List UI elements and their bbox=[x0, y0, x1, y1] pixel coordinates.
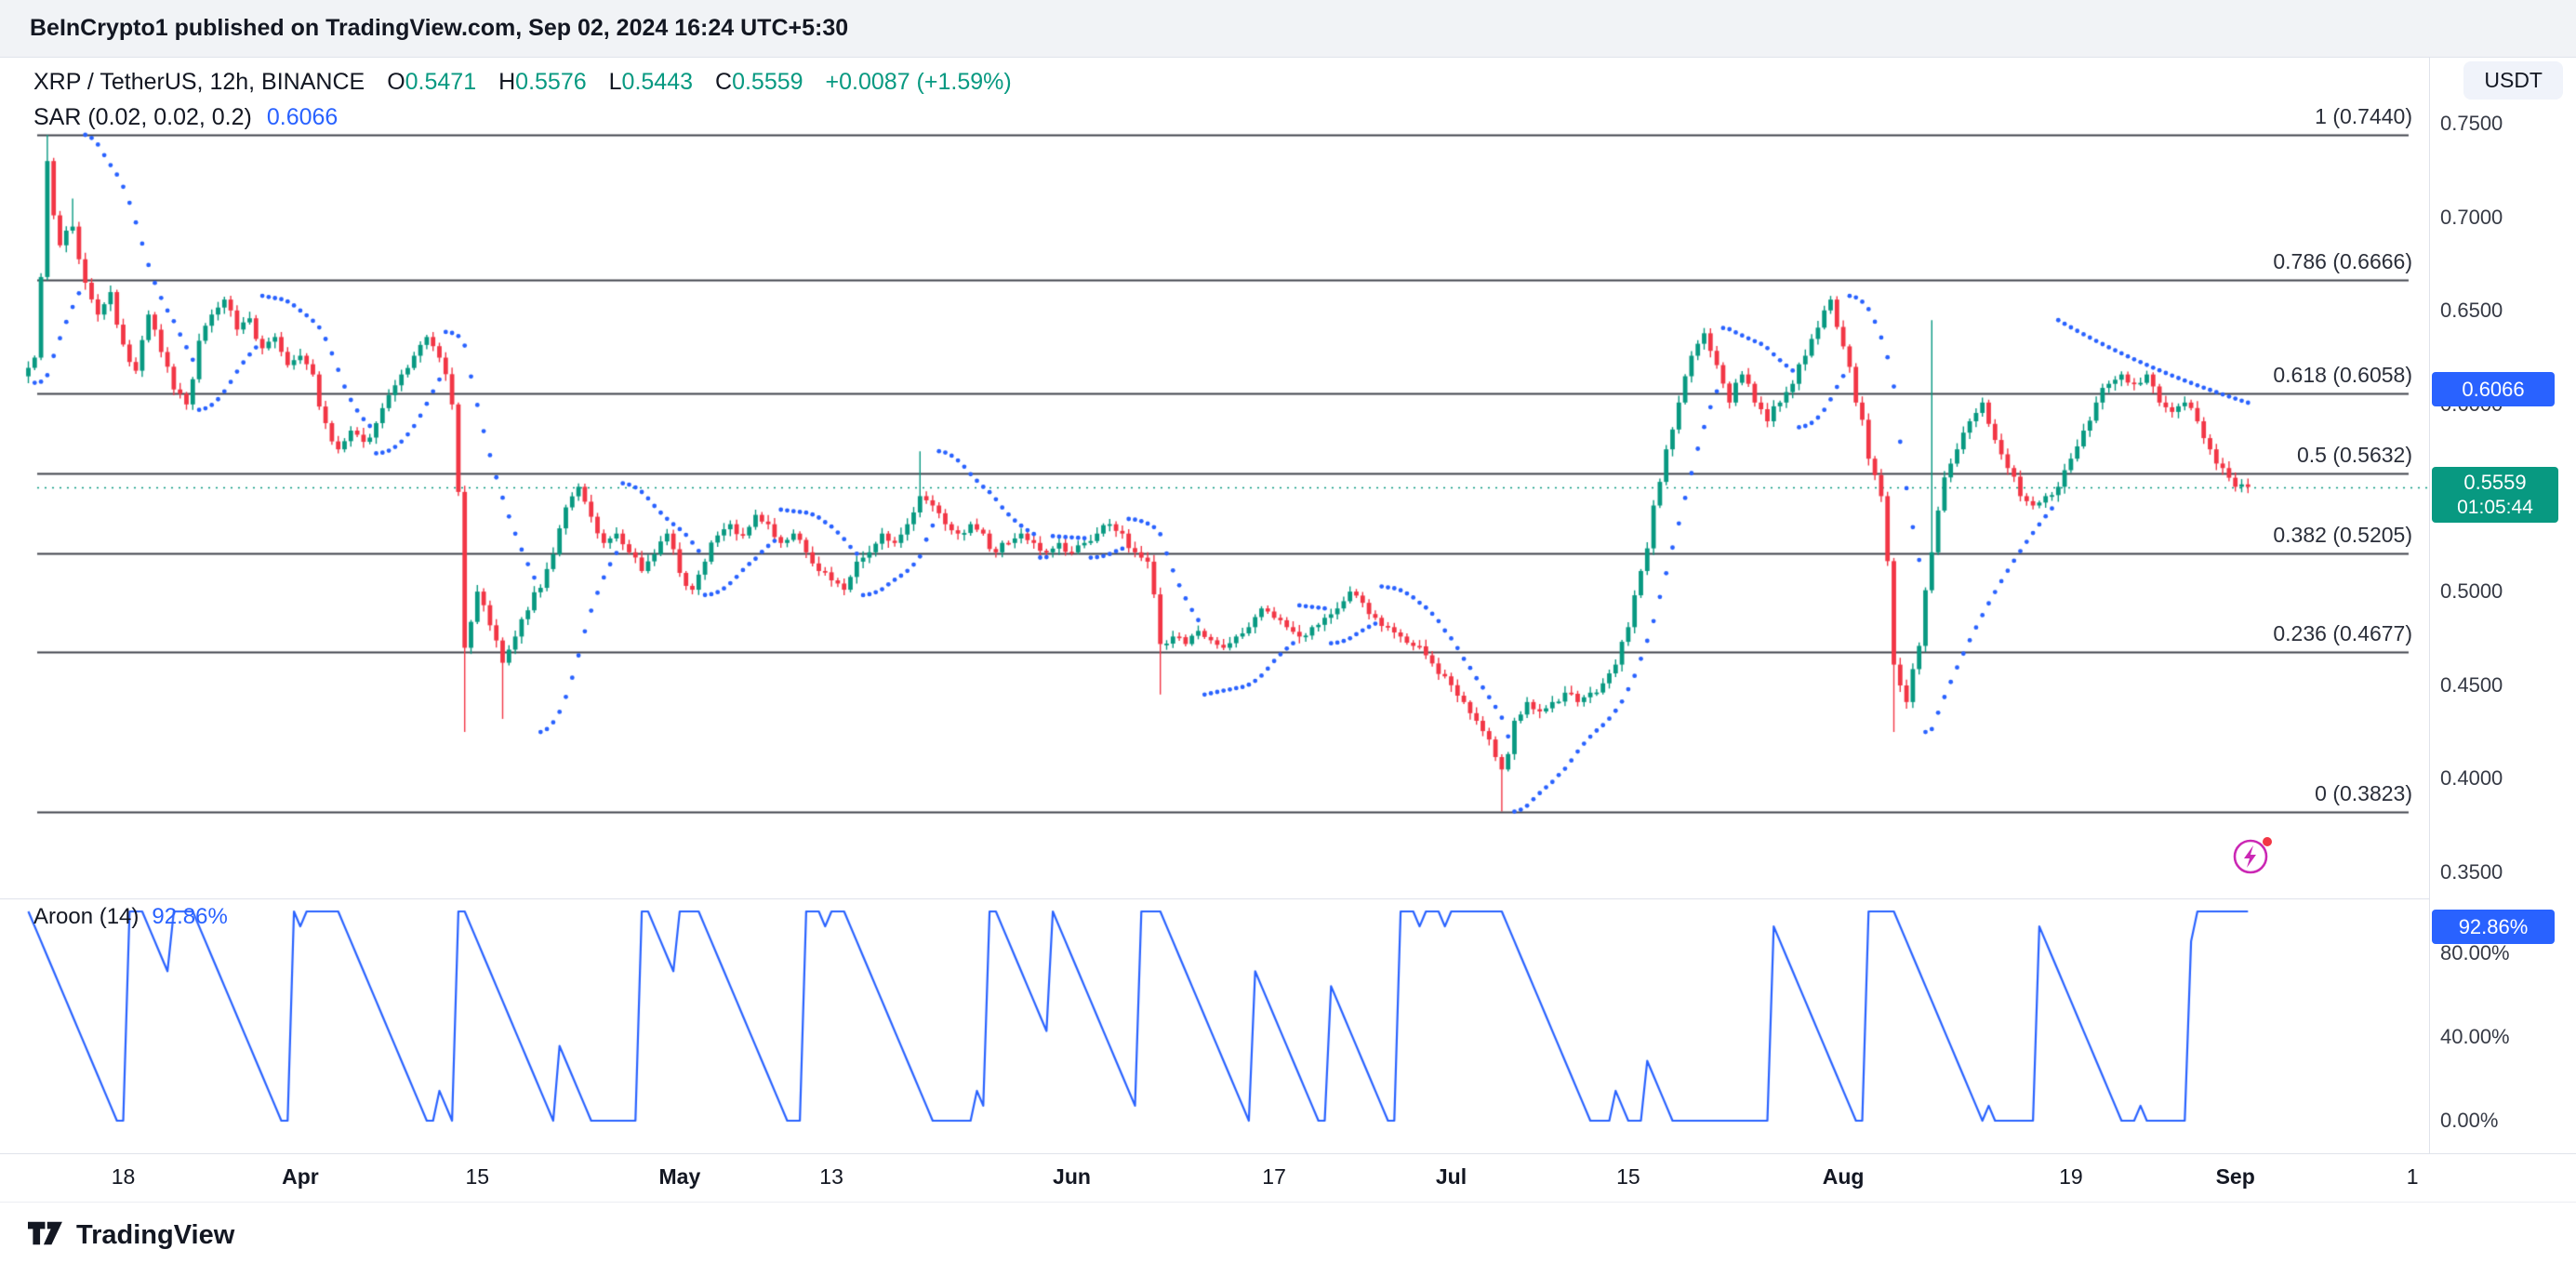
time-axis-label: Aug bbox=[1822, 1164, 1865, 1189]
aroon-label: Aroon (14) bbox=[33, 904, 139, 929]
time-axis-label: 17 bbox=[1262, 1164, 1286, 1189]
sar-value: 0.6066 bbox=[266, 104, 339, 130]
fib-level-label: 0.5 (0.5632) bbox=[2296, 442, 2412, 467]
sar-price-badge: 0.6066 bbox=[2432, 372, 2555, 406]
time-axis-label: 15 bbox=[465, 1164, 490, 1189]
ohlc-low: L0.5443 bbox=[608, 69, 694, 95]
candle-countdown: 01:05:44 bbox=[2457, 497, 2533, 518]
top-bar: BeInCrypto1 published on TradingView.com… bbox=[0, 0, 2576, 58]
published-byline: BeInCrypto1 published on TradingView.com… bbox=[30, 15, 849, 41]
fib-level-label: 0.786 (0.6666) bbox=[2273, 248, 2412, 273]
price-tick-label: 0.6500 bbox=[2440, 299, 2503, 323]
price-tick-label: 0.5000 bbox=[2440, 579, 2503, 604]
tradingview-wordmark[interactable]: TradingView bbox=[76, 1219, 235, 1250]
symbol-title: XRP / TetherUS, 12h, BINANCE bbox=[33, 69, 365, 95]
time-axis-label: Apr bbox=[282, 1164, 319, 1189]
aroon-value: 92.86% bbox=[152, 904, 228, 929]
last-price: 0.5559 bbox=[2463, 471, 2527, 494]
pane-separator[interactable] bbox=[0, 898, 2429, 899]
price-tick-label: 0.4000 bbox=[2440, 766, 2503, 791]
ohlc-high: H0.5576 bbox=[498, 69, 587, 95]
price-tick-label: 0.4500 bbox=[2440, 672, 2503, 697]
fib-level-label: 0.382 (0.5205) bbox=[2273, 522, 2412, 547]
price-change: +0.0087 (+1.59%) bbox=[825, 69, 1012, 95]
symbol-legend: XRP / TetherUS, 12h, BINANCE O0.5471 H0.… bbox=[33, 69, 1012, 96]
footer-border bbox=[0, 1202, 2576, 1203]
sar-legend: SAR (0.02, 0.02, 0.2) 0.6066 bbox=[33, 104, 338, 131]
time-axis-label: Jul bbox=[1435, 1164, 1467, 1189]
time-axis-label: 15 bbox=[1616, 1164, 1640, 1189]
time-axis-border bbox=[0, 1153, 2576, 1154]
fib-level-label: 1 (0.7440) bbox=[2315, 104, 2412, 128]
fib-level-label: 0.236 (0.4677) bbox=[2273, 621, 2412, 646]
publish-flash-icon[interactable] bbox=[2230, 833, 2278, 878]
time-axis-label: 18 bbox=[111, 1164, 136, 1189]
price-tick-label: 0.7000 bbox=[2440, 205, 2503, 229]
footer: TradingView bbox=[28, 1211, 234, 1259]
aroon-legend: Aroon (14) 92.86% bbox=[33, 904, 228, 930]
aroon-tick-label: 0.00% bbox=[2440, 1109, 2499, 1132]
fib-level-label: 0.618 (0.6058) bbox=[2273, 363, 2412, 388]
fib-level-label: 0 (0.3823) bbox=[2315, 781, 2412, 805]
price-tick-label: 0.7500 bbox=[2440, 111, 2503, 135]
last-price-badge: 0.5559 01:05:44 bbox=[2432, 467, 2558, 523]
price-axis-border bbox=[2429, 58, 2430, 1153]
ohlc-open: O0.5471 bbox=[387, 69, 477, 95]
sar-label: SAR (0.02, 0.02, 0.2) bbox=[33, 104, 252, 130]
time-axis-label: 1 bbox=[2406, 1164, 2419, 1189]
aroon-value-badge: 92.86% bbox=[2432, 910, 2555, 944]
time-axis-label: Jun bbox=[1053, 1164, 1091, 1189]
aroon-tick-label: 40.00% bbox=[2440, 1025, 2510, 1048]
time-axis-label: May bbox=[658, 1164, 701, 1189]
tradingview-logo-icon[interactable] bbox=[28, 1216, 65, 1255]
time-axis-label: 13 bbox=[819, 1164, 843, 1189]
ohlc-close: C0.5559 bbox=[715, 69, 803, 95]
currency-toggle-button[interactable]: USDT bbox=[2463, 61, 2563, 100]
time-axis-label: 19 bbox=[2059, 1164, 2083, 1189]
time-axis-label: Sep bbox=[2215, 1164, 2255, 1189]
aroon-tick-label: 80.00% bbox=[2440, 941, 2510, 964]
price-tick-label: 0.3500 bbox=[2440, 860, 2503, 884]
